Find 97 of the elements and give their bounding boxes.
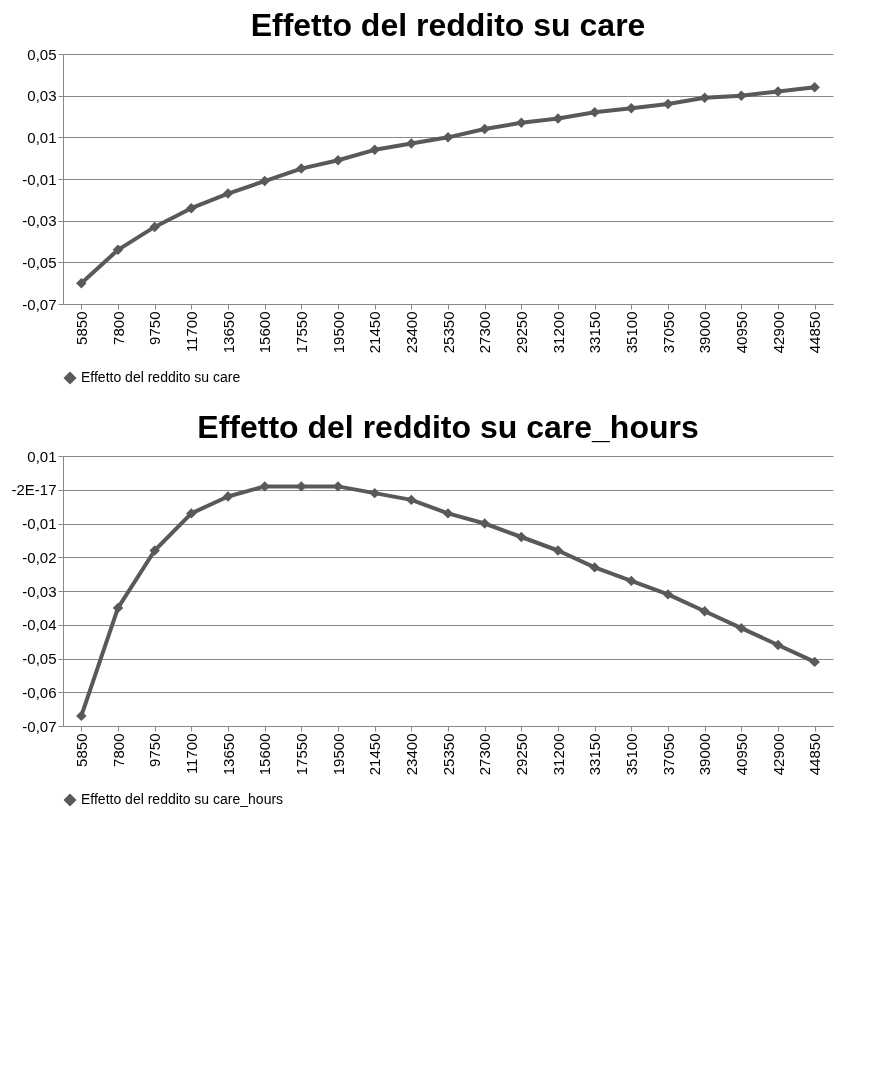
x-tick-label: 7800 [109,733,127,767]
x-tick-label: 27300 [476,311,494,354]
x-tick-label: 40950 [732,311,750,354]
point [589,107,600,118]
legend-label: Effetto del reddito su care [81,369,241,385]
point [186,508,197,519]
x-tick-label: 40950 [732,733,750,776]
x-tick-label: 23400 [402,311,420,354]
chart-title: Effetto del reddito su care_hours [197,409,699,445]
x-tick-label: 29250 [512,733,530,776]
point [149,545,160,556]
point [222,491,234,502]
point [112,244,124,256]
y-tick-label: 0,01 [27,447,57,465]
y-tick-label: 0,05 [27,45,57,63]
point [76,277,87,289]
point [406,494,417,506]
x-tick-label: 39000 [696,311,714,354]
point [259,175,270,187]
y-tick-label: -0,06 [22,683,57,701]
point [332,155,344,166]
x-tick-label: 42900 [769,311,787,354]
x-tick-label: 9750 [146,311,164,345]
x-tick-label: 33150 [586,311,604,354]
point [369,144,380,156]
x-tick-label: 15600 [256,311,274,354]
x-tick-label: 44850 [806,311,824,354]
x-tick-label: 21450 [366,311,384,354]
x-tick-label: 35100 [622,311,640,354]
y-tick-label: -0,07 [22,295,57,313]
point [552,545,564,556]
point [186,202,197,214]
point [626,575,637,587]
y-tick-label: 0,01 [27,128,57,146]
point [149,221,160,233]
y-tick-label: -0,02 [22,548,57,566]
chart-title: Effetto del reddito su care [250,7,646,43]
point [626,102,637,114]
point [406,138,417,149]
point [259,481,270,492]
x-tick-label: 17550 [292,311,310,354]
point [589,562,600,573]
x-tick-label: 25350 [439,311,457,354]
point [516,117,527,128]
x-tick-label: 39000 [696,733,714,776]
y-tick-label: -0,04 [22,616,57,634]
point [76,710,87,722]
point [699,606,710,617]
point [442,508,454,519]
x-tick-label: 11700 [182,733,200,775]
y-tick-label: -0,05 [22,253,57,271]
y-tick-label: -2E-17 [11,481,57,499]
point [699,92,710,103]
point [369,487,380,499]
x-tick-label: 5850 [72,311,90,345]
x-tick-label: 27300 [476,733,494,776]
point [112,602,124,614]
x-tick-label: 13650 [219,311,237,354]
x-tick-label: 29250 [512,311,530,354]
point [809,82,820,93]
y-tick-label: -0,07 [22,717,57,735]
x-tick-label: 25350 [439,733,457,776]
x-tick-label: 35100 [622,733,640,776]
x-tick-label: 19500 [329,733,347,776]
x-tick-label: 42900 [769,733,787,776]
x-tick-label: 21450 [366,733,384,776]
x-tick-label: 33150 [586,733,604,776]
x-tick-label: 23400 [402,733,420,776]
point [479,518,490,529]
y-tick-label: 0,03 [27,87,57,105]
point [809,656,820,668]
x-tick-label: 13650 [219,733,237,776]
x-tick-label: 31200 [549,733,567,776]
x-tick-label: 19500 [329,311,347,354]
x-tick-label: 31200 [549,311,567,354]
point [772,639,784,651]
x-tick-label: 17550 [292,733,310,776]
y-tick-label: -0,01 [22,515,57,532]
point [222,188,234,199]
y-tick-label: -0,03 [22,212,57,230]
point [516,531,527,543]
point [662,589,674,600]
point [736,622,747,634]
x-tick-label: 37050 [659,311,677,354]
x-tick-label: 7800 [109,311,127,345]
x-tick-label: 9750 [146,733,164,767]
point [296,163,307,174]
x-tick-label: 5850 [72,733,90,767]
legend-label: Effetto del reddito su care_hours [81,791,284,807]
x-tick-label: 15600 [256,733,274,776]
y-tick-label: -0,03 [22,582,57,600]
y-tick-label: -0,01 [22,170,57,188]
x-tick-label: 11700 [182,311,200,353]
x-tick-label: 37050 [659,733,677,776]
x-tick-label: 44850 [806,733,824,776]
point [479,123,490,135]
y-tick-label: -0,05 [22,650,57,667]
